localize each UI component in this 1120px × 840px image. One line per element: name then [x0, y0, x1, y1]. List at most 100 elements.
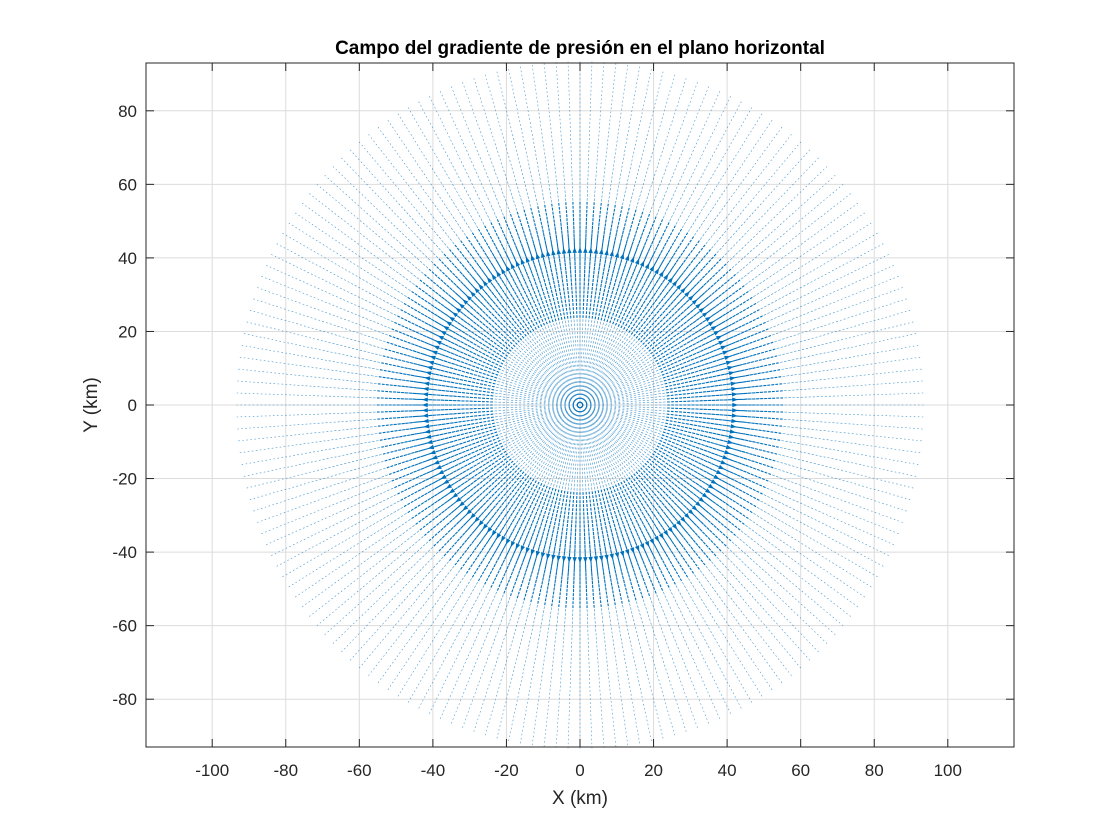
vector-arrowhead: [667, 526, 673, 533]
vector-spoke: [473, 78, 580, 403]
y-tick-label: -20: [112, 470, 137, 489]
vector-arrowhead: [701, 492, 708, 498]
vector-arrowhead: [561, 556, 567, 563]
vector-arrowhead: [676, 283, 682, 290]
vector-spoke: [577, 407, 583, 749]
vector-arrows-weak: [582, 404, 924, 418]
vector-spoke: [582, 405, 917, 477]
y-tick-label: -60: [112, 617, 137, 636]
vector-arrowhead: [731, 386, 738, 392]
vector-arrowhead: [421, 408, 428, 413]
vector-spoke: [579, 61, 593, 403]
vector-arrowhead: [510, 540, 516, 548]
vector-spoke: [581, 406, 828, 644]
vector-arrowhead: [680, 287, 686, 294]
vector-arrowhead: [510, 262, 516, 270]
vector-arrowhead: [445, 321, 452, 327]
vector-spoke: [582, 345, 919, 405]
vector-arrowhead: [530, 254, 535, 261]
vector-arrowhead: [567, 556, 572, 563]
vector-spoke: [580, 120, 773, 404]
vector-arrowhead: [672, 523, 678, 530]
vector-arrowhead: [691, 299, 698, 305]
vector-arrowhead: [535, 550, 541, 557]
vector-arrowhead: [422, 413, 429, 418]
vector-arrowhead: [614, 251, 619, 258]
vector-arrowhead: [567, 247, 572, 254]
vector-arrowhead: [525, 256, 530, 263]
vector-spoke: [582, 404, 922, 442]
vector-spoke: [397, 113, 580, 404]
vector-spoke: [309, 406, 579, 617]
vector-arrowhead: [727, 439, 734, 444]
vector-arrowhead: [500, 535, 506, 542]
vector-arrowhead: [572, 557, 577, 563]
vector-arrowhead: [684, 513, 690, 519]
vector-arrowhead: [729, 429, 736, 434]
vector-spoke: [266, 405, 579, 545]
vector-spoke: [324, 174, 579, 404]
y-tick-label: 20: [118, 322, 137, 341]
x-tick-label: 0: [575, 761, 584, 780]
vector-arrowhead: [724, 450, 731, 455]
y-tick-label: -40: [112, 543, 137, 562]
vector-arrowhead: [599, 555, 604, 562]
vector-arrowhead: [433, 345, 440, 350]
vector-arrowhead: [727, 366, 734, 371]
vector-spoke: [582, 405, 903, 523]
chart-title: Campo del gradiente de presión en el pla…: [335, 38, 825, 59]
vector-arrowhead: [520, 258, 525, 265]
vector-arrowhead: [425, 434, 432, 439]
vector-arrowhead: [452, 312, 459, 318]
vector-spoke: [555, 407, 581, 748]
vector-arrowhead: [462, 505, 469, 511]
vector-spoke: [332, 166, 579, 404]
vector-arrowhead: [452, 492, 459, 498]
vector-spoke: [341, 157, 579, 404]
vector-arrowhead: [515, 260, 521, 267]
vector-arrowhead: [688, 509, 694, 515]
vector-arrowhead: [500, 268, 506, 275]
vector-arrowhead: [684, 291, 690, 297]
vector-arrowhead: [609, 553, 614, 560]
vector-arrowhead: [474, 516, 480, 523]
vector-arrowhead: [424, 376, 431, 381]
vector-spoke: [580, 66, 640, 403]
vector-arrowhead: [455, 497, 462, 503]
vector-arrowhead: [422, 386, 429, 392]
vector-arrowhead: [440, 330, 447, 336]
vector-arrowhead: [421, 397, 428, 402]
vector-spoke: [580, 71, 664, 403]
vector-arrowhead: [604, 554, 609, 561]
vector-arrowhead: [487, 277, 493, 284]
vector-spoke: [377, 126, 579, 404]
vector-arrowhead: [474, 287, 480, 294]
vector-spoke: [309, 193, 579, 404]
vector-arrowhead: [729, 376, 736, 381]
vector-arrowhead: [725, 360, 732, 366]
vector-arrowhead: [429, 355, 436, 360]
vector-spoke: [580, 74, 675, 403]
vector-arrowhead: [482, 523, 488, 530]
vector-arrowhead: [672, 280, 678, 287]
vector-arrowhead: [630, 547, 635, 554]
vector-spoke: [257, 405, 578, 523]
vector-arrowhead: [730, 424, 737, 429]
vector-spoke: [582, 405, 914, 489]
vector-arrowhead: [433, 460, 440, 465]
vector-spoke: [349, 149, 579, 404]
vector-arrowhead: [701, 312, 708, 318]
vector-arrowhead: [462, 299, 469, 305]
vector-arrowhead: [426, 366, 433, 371]
vector-arrowhead: [455, 307, 462, 313]
y-axis-label: Y (km): [81, 377, 102, 433]
vector-arrowhead: [577, 557, 583, 564]
vector-arrowhead: [619, 550, 625, 557]
vector-arrowhead: [732, 402, 739, 408]
vector-spoke: [580, 407, 675, 736]
vector-arrowhead: [478, 520, 484, 527]
vector-spoke: [580, 96, 731, 404]
vector-arrowhead: [705, 488, 712, 494]
vector-arrowhead: [583, 247, 588, 253]
x-axis-label: X (km): [552, 788, 608, 809]
